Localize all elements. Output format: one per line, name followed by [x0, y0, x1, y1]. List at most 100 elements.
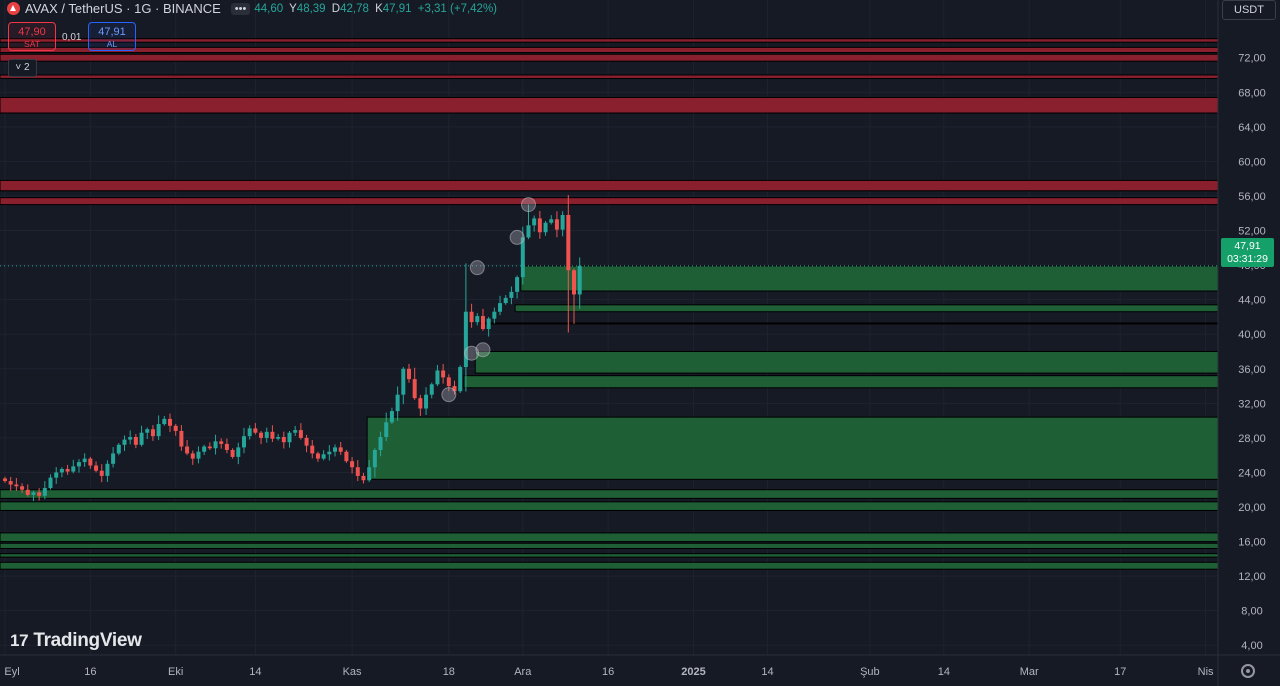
candle-body [549, 219, 554, 223]
candle-body [128, 437, 133, 440]
support-zone [480, 322, 1219, 325]
candle-body [543, 222, 548, 233]
candle-body [367, 467, 372, 481]
candle-body [207, 446, 212, 449]
candle-body [537, 218, 542, 233]
candle-body [213, 441, 218, 449]
support-zone [0, 532, 1219, 543]
ohlc-open: 44,60 [254, 2, 284, 15]
candle-body [14, 484, 19, 487]
candle-body [173, 425, 178, 431]
x-tick-label: Ara [514, 666, 532, 678]
candle-body [389, 411, 394, 423]
tradingview-logo-icon: 17 [10, 631, 29, 650]
candle-body [145, 429, 150, 433]
y-tick-label: 56,00 [1238, 191, 1266, 203]
resistance-zone [0, 179, 1219, 192]
y-tick-label: 72,00 [1238, 53, 1266, 65]
y-tick-label: 60,00 [1238, 156, 1266, 168]
candle-body [418, 398, 423, 409]
support-zone [0, 489, 1219, 499]
candle-body [492, 311, 497, 319]
support-zone [0, 561, 1219, 570]
resistance-zone [0, 74, 1219, 79]
candle-body [509, 291, 514, 298]
support-zone [474, 350, 1219, 374]
spread-value: 0,01 [62, 32, 82, 43]
pivot-marker [509, 229, 525, 245]
candle-body [281, 437, 286, 443]
candle-body [31, 492, 36, 495]
x-tick-label: 2025 [681, 666, 705, 678]
resistance-zone [0, 38, 1219, 43]
candle-body [162, 418, 167, 425]
more-options-icon[interactable]: ••• [230, 2, 251, 15]
candle-body [94, 465, 99, 471]
y-tick-label: 12,00 [1238, 571, 1266, 583]
ohlc-values: 44,60 Y48,39 D42,78 K47,91 +3,31 (+7,42%… [254, 3, 500, 15]
candle-body [276, 437, 281, 439]
candle-body [486, 318, 491, 330]
y-tick-label: 8,00 [1241, 606, 1262, 618]
candle-body [88, 458, 93, 466]
candle-body [179, 430, 184, 447]
x-tick-label: Mar [1020, 666, 1039, 678]
candle-body [446, 377, 451, 387]
x-tick-label: 14 [761, 666, 773, 678]
candle-body [566, 214, 571, 271]
candle-body [333, 447, 338, 452]
candle-body [156, 424, 161, 437]
candle-body [139, 432, 144, 445]
candle-body [469, 311, 474, 323]
candle-body [247, 428, 252, 437]
candle-body [298, 430, 303, 438]
candle-body [241, 436, 246, 448]
y-tick-label: 4,00 [1241, 640, 1262, 652]
currency-selector[interactable]: USDT [1222, 0, 1276, 20]
candle-body [59, 468, 64, 473]
x-tick-label: 16 [602, 666, 614, 678]
candle-body [395, 394, 400, 412]
x-tick-label: Nis [1198, 666, 1214, 678]
symbol-title[interactable]: AVAX / TetherUS · 1G · BINANCE [25, 1, 221, 16]
candle-body [20, 486, 25, 490]
buy-price: 47,91 [98, 26, 126, 38]
candle-body [253, 428, 258, 433]
candle-body [293, 430, 298, 433]
sell-button[interactable]: 47,90 SAT [8, 22, 56, 51]
y-tick-label: 32,00 [1238, 398, 1266, 410]
ohlc-high: 48,39 [296, 2, 326, 15]
buy-button[interactable]: 47,91 AL [88, 22, 136, 51]
y-tick-label: 44,00 [1238, 295, 1266, 307]
candle-body [71, 466, 76, 472]
candle-body [3, 478, 7, 482]
resistance-zone [0, 96, 1219, 114]
settings-gear-icon[interactable] [1241, 664, 1255, 678]
candle-body [554, 219, 559, 230]
candle-body [321, 454, 326, 459]
x-tick-label: Eyl [4, 666, 19, 678]
candle-body [270, 431, 275, 439]
candle-body [401, 368, 406, 395]
price-axis [1218, 0, 1280, 686]
x-tick-label: 17 [1114, 666, 1126, 678]
candle-body [560, 214, 565, 230]
buy-label: AL [106, 39, 118, 49]
watermark-text: TradingView [33, 630, 142, 651]
candle-body [424, 394, 429, 409]
last-price-value: 47,91 [1234, 240, 1261, 252]
ohlc-change: +3,31 (+7,42%) [417, 2, 498, 15]
x-tick-label: Eki [168, 666, 183, 678]
candle-body [463, 311, 468, 368]
y-tick-label: 28,00 [1238, 433, 1266, 445]
pivot-marker [441, 387, 457, 403]
x-tick-label: Kas [343, 666, 362, 678]
countdown-timer: 03:31:29 [1227, 253, 1268, 265]
tradingview-watermark[interactable]: 17 TradingView [10, 630, 142, 652]
candle-body [452, 386, 457, 392]
pivot-marker [469, 260, 485, 276]
resistance-zone [0, 197, 1219, 206]
candle-body [25, 489, 30, 495]
indicators-collapse-button[interactable]: ˅ 2 [8, 59, 37, 77]
